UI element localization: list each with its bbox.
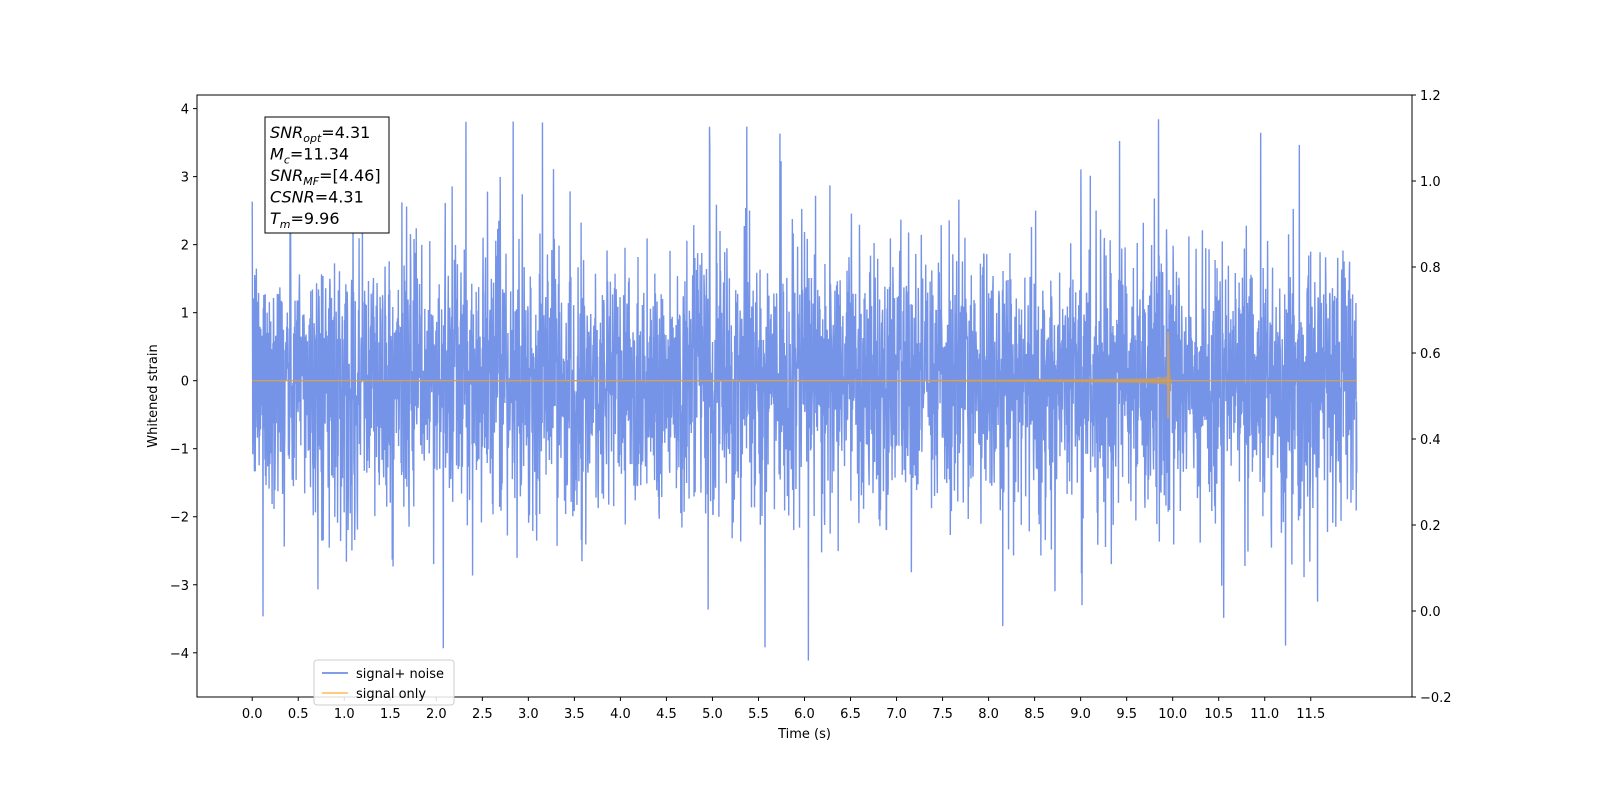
y2-tick-label: 0.6 <box>1420 347 1441 362</box>
y-tick-label: 1 <box>181 307 189 322</box>
legend-label: signal+ noise <box>356 667 444 682</box>
plot-area <box>251 119 1358 661</box>
x-tick-label: 5.5 <box>748 707 769 722</box>
x-tick-label: 3.0 <box>518 707 539 722</box>
x-tick-label: 10.0 <box>1158 707 1187 722</box>
x-tick-label: 6.5 <box>840 707 861 722</box>
legend: signal+ noise signal only <box>313 659 455 706</box>
x-axis: 0.0 0.5 1.0 1.5 2.0 2.5 3.0 3.5 4.0 4.5 5.0 5.5 6.0 6… <box>242 697 1325 722</box>
annotation-line: CSNR=4.31 <box>270 188 364 207</box>
legend-frame <box>313 659 455 706</box>
y-tick-label: −2 <box>170 511 189 526</box>
x-tick-label: 9.0 <box>1070 707 1091 722</box>
annotation-box-frame <box>264 116 390 234</box>
x-tick-label: 11.0 <box>1250 707 1279 722</box>
x-tick-label: 11.5 <box>1296 707 1325 722</box>
legend-label: signal only <box>356 687 426 702</box>
x-axis-label: Time (s) <box>777 727 831 742</box>
x-tick-label: 4.0 <box>610 707 631 722</box>
annotation-box: SNRopt=4.31Mc=11.34SNRMF=[4.46]CSNR=4.31… <box>264 116 390 234</box>
y2-tick-label: 1.0 <box>1420 175 1441 190</box>
x-tick-label: 9.5 <box>1116 707 1137 722</box>
x-tick-label: 0.5 <box>288 707 309 722</box>
noise-series-group <box>251 119 1358 661</box>
x-tick-label: 4.5 <box>656 707 677 722</box>
y-tick-label: 4 <box>181 103 189 118</box>
x-tick-label: 2.0 <box>426 707 447 722</box>
y2-tick-label: 0.8 <box>1420 261 1441 276</box>
y2-tick-label: 0.0 <box>1420 605 1441 620</box>
annotation-line: SNRMF=[4.46] <box>270 166 381 188</box>
annotation-line: Mc=11.34 <box>270 145 349 167</box>
y-tick-label: −4 <box>170 647 189 662</box>
series-line-signal-plus-noise <box>251 119 1358 661</box>
y2-tick-label: 0.4 <box>1420 433 1441 448</box>
y-tick-label: 0 <box>181 375 189 390</box>
y-tick-label: 3 <box>181 171 189 186</box>
x-tick-label: 2.5 <box>472 707 493 722</box>
y-axis-left: 4 3 2 1 0 −1 −2 −3 −4 <box>170 103 197 662</box>
y-axis-label: Whitened strain <box>146 344 161 447</box>
x-tick-label: 8.5 <box>1024 707 1045 722</box>
annotation-line: SNRopt=4.31 <box>270 123 370 145</box>
x-tick-label: 10.5 <box>1204 707 1233 722</box>
x-tick-label: 0.0 <box>242 707 263 722</box>
y-tick-label: 2 <box>181 239 189 254</box>
y-tick-label: −1 <box>170 443 189 458</box>
annotation-line: Tm=9.96 <box>270 209 340 231</box>
x-tick-label: 6.0 <box>794 707 815 722</box>
x-tick-label: 1.0 <box>334 707 355 722</box>
y2-tick-label: 1.2 <box>1420 89 1441 104</box>
signal-series-group <box>252 331 1357 419</box>
x-tick-label: 3.5 <box>564 707 585 722</box>
y2-tick-label: −0.2 <box>1420 691 1452 706</box>
y2-tick-label: 0.2 <box>1420 519 1441 534</box>
x-tick-label: 7.5 <box>932 707 953 722</box>
y-axis-right: 1.2 1.0 0.8 0.6 0.4 0.2 0.0 −0.2 <box>1412 89 1452 706</box>
x-tick-label: 7.0 <box>886 707 907 722</box>
x-tick-label: 1.5 <box>380 707 401 722</box>
y-tick-label: −3 <box>170 579 189 594</box>
x-tick-label: 5.0 <box>702 707 723 722</box>
x-tick-label: 8.0 <box>978 707 999 722</box>
